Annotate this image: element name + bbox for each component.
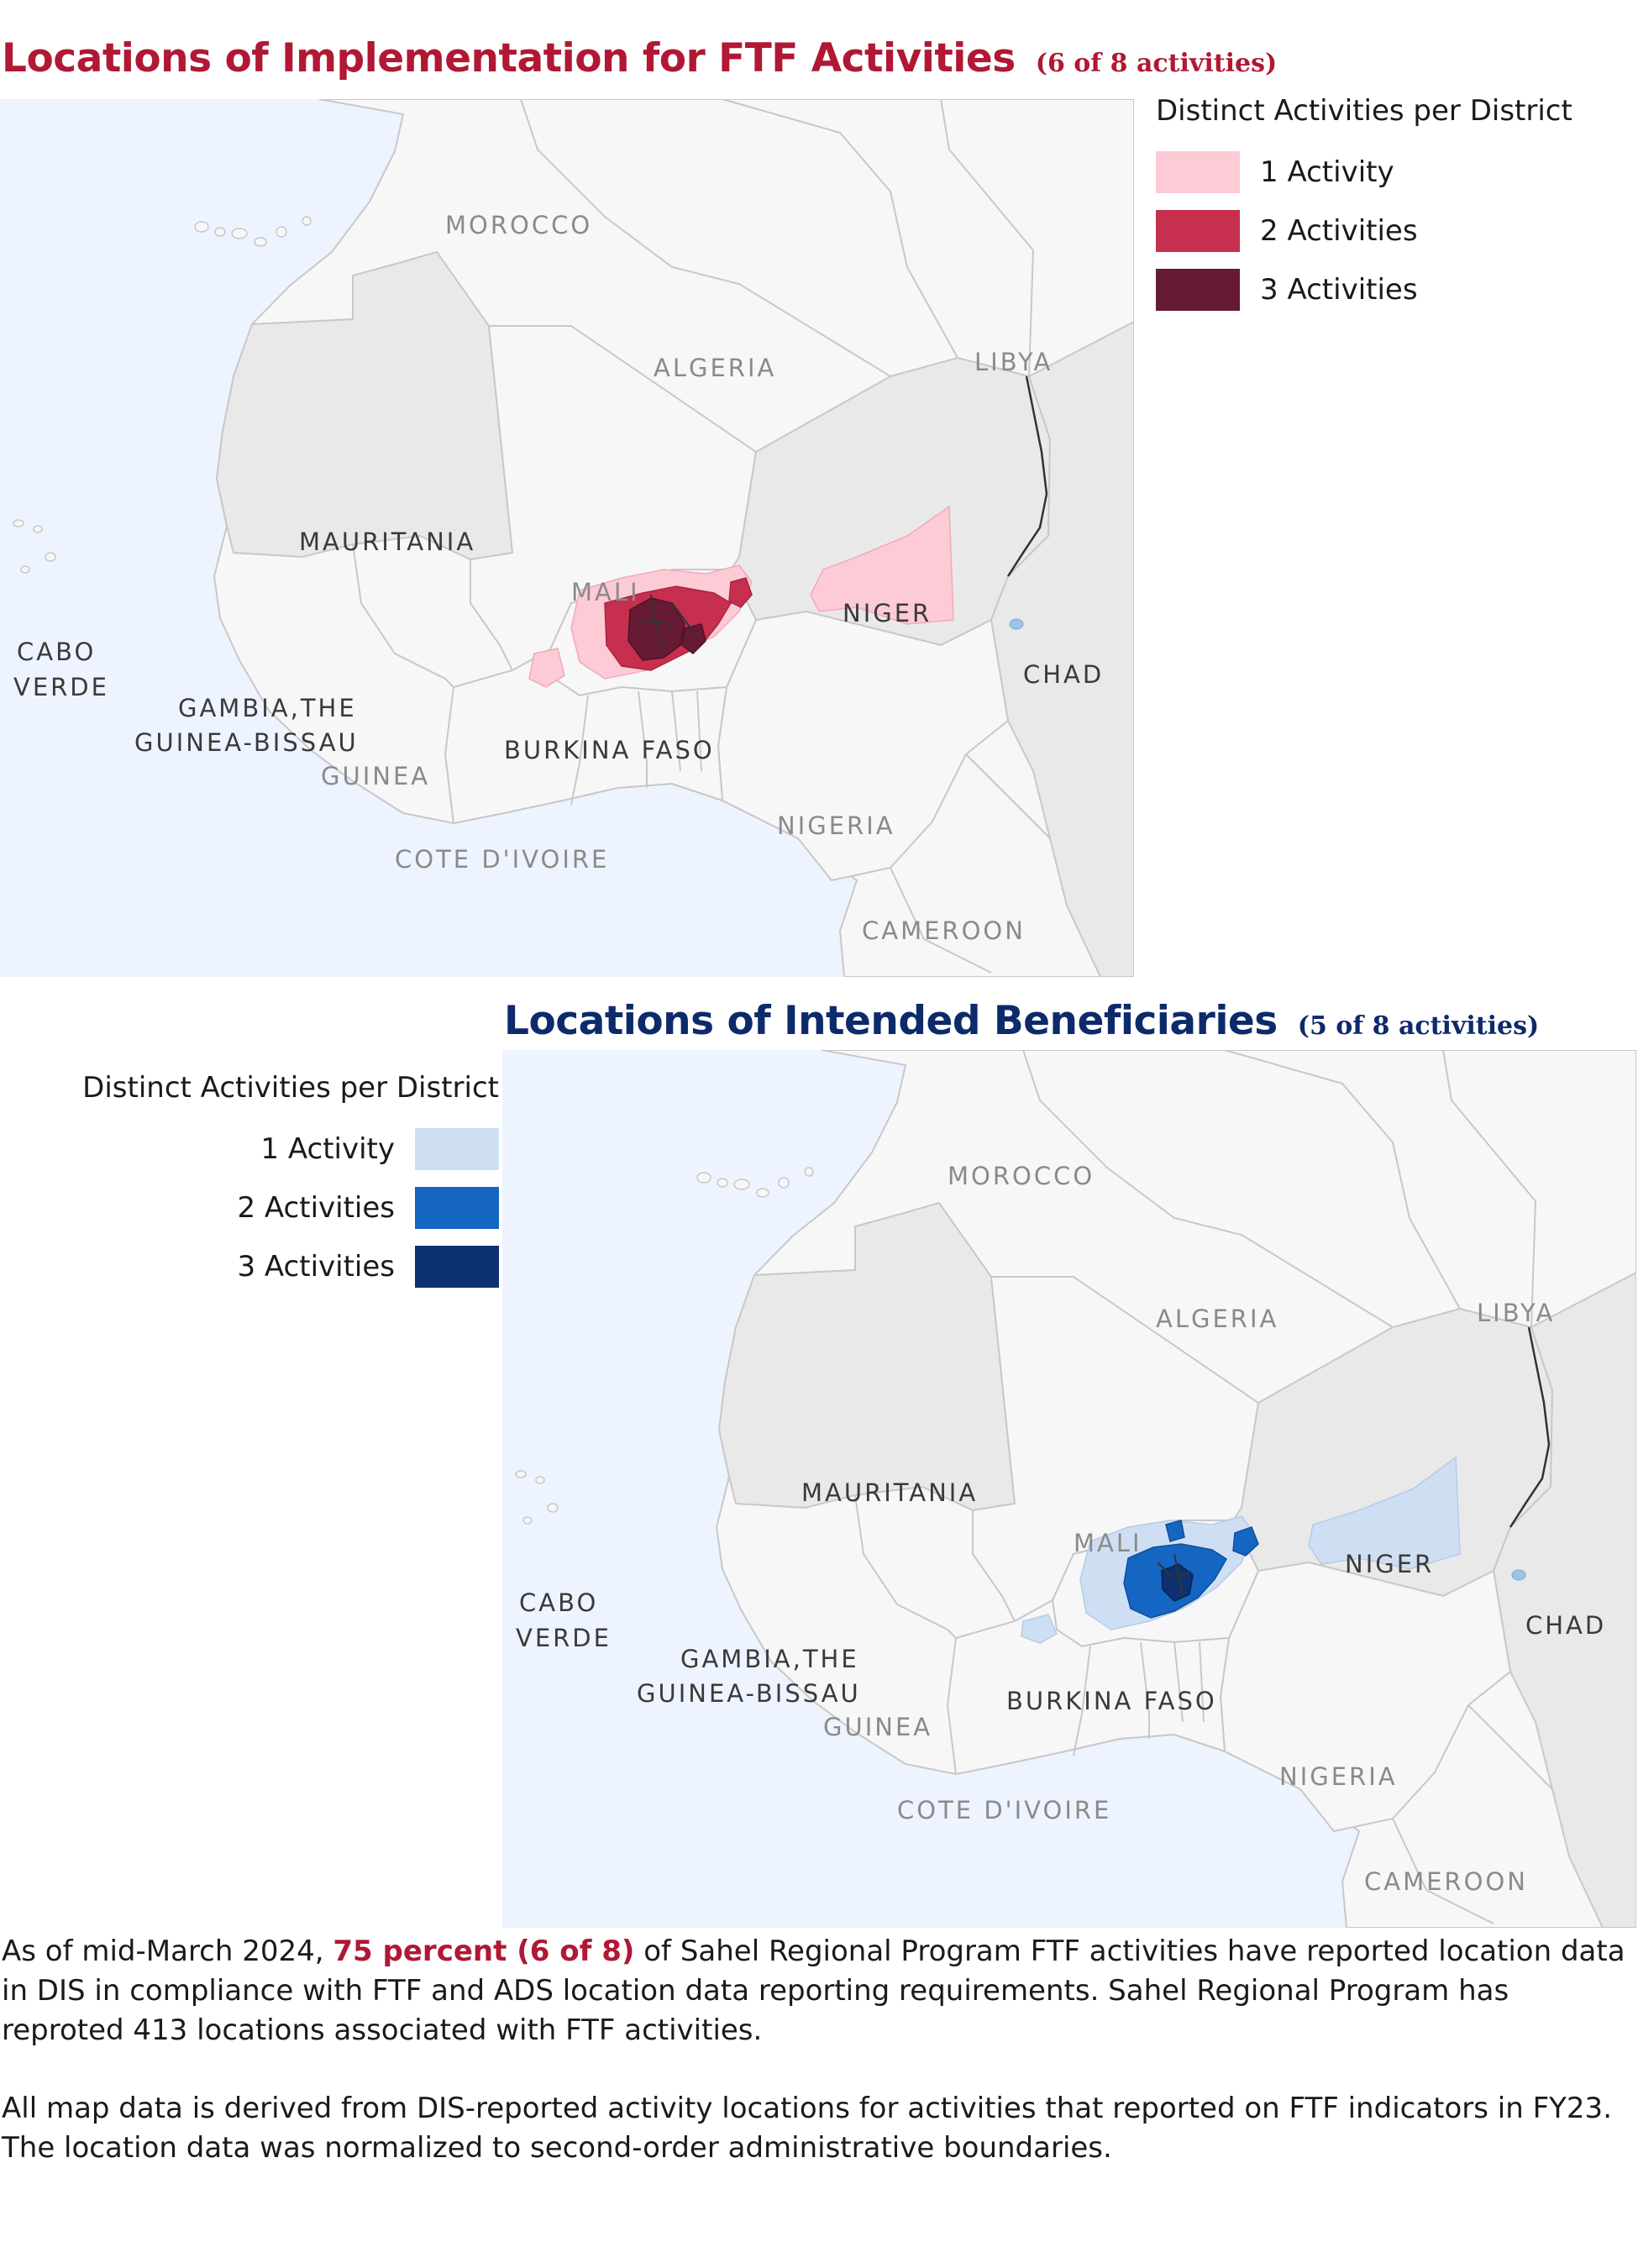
coastal-states-shape (946, 1599, 1231, 1776)
country-labels: MOROCCO ALGERIA LIBYA MAURITANIA MALI NI… (516, 1162, 1606, 1896)
label-burkina: BURKINA FASO (504, 736, 715, 764)
legend-label: 2 Activities (1260, 214, 1418, 248)
notes-paragraph-1: As of mid-March 2024, 75 percent (6 of 8… (2, 1932, 1635, 2050)
internal-borders (352, 99, 1051, 974)
map2-legend: Distinct Activities per District 1 Activ… (62, 1071, 499, 1306)
map1-legend: Distinct Activities per District 1 Activ… (1156, 94, 1626, 329)
legend-label: 1 Activity (260, 1132, 395, 1166)
legend-swatch (1156, 151, 1240, 193)
legend-label: 2 Activities (237, 1191, 395, 1225)
legend-label: 3 Activities (237, 1250, 395, 1284)
district-burkina-south-1-activity (1021, 1614, 1058, 1644)
notes: As of mid-March 2024, 75 percent (6 of 8… (2, 1932, 1635, 2207)
label-morocco: MOROCCO (445, 211, 592, 239)
label-gambia: GAMBIA,THE (680, 1645, 859, 1673)
district-burkina-3-activities-b (681, 623, 706, 654)
label-guinea-bissau: GUINEA-BISSAU (637, 1679, 861, 1708)
lake-chad (1511, 1569, 1526, 1581)
district-burkina-2-activities-b (728, 577, 753, 608)
notes-highlight: 75 percent (6 of 8) (333, 1935, 635, 1968)
notes-paragraph-2: All map data is derived from DIS-reporte… (2, 2091, 1612, 2165)
legend-swatch (415, 1128, 499, 1170)
label-cameroon: CAMEROON (862, 916, 1026, 945)
label-burkina: BURKINA FASO (1006, 1687, 1217, 1715)
notes-text: As of mid-March 2024, (2, 1935, 324, 1968)
label-libya: LIBYA (1477, 1299, 1555, 1327)
chad-shape (1492, 1271, 1636, 1928)
label-guinea-bissau: GUINEA-BISSAU (134, 728, 359, 757)
map2-title-text: Locations of Intended Beneficiaries (504, 998, 1278, 1044)
district-borders (638, 594, 698, 654)
label-cabo: CABO (17, 638, 96, 666)
district-burkina-2-activities-c (1165, 1520, 1185, 1542)
label-niger: NIGER (1345, 1550, 1434, 1578)
legend-swatch (415, 1187, 499, 1229)
niger-chad-border (1509, 1326, 1551, 1528)
district-borders (1157, 1553, 1192, 1597)
district-burkina-2-activities-b (1232, 1526, 1259, 1557)
district-burkina-3-activities (627, 597, 685, 661)
map1-legend-item: 3 Activities (1156, 269, 1418, 311)
label-mauritania: MAURITANIA (801, 1478, 978, 1507)
map2-legend-item: 1 Activity (260, 1128, 499, 1170)
country-labels: MOROCCO ALGERIA LIBYA MAURITANIA MALI NI… (13, 211, 1104, 945)
notes-text: of Sahel Regional Program FTF activities… (2, 1935, 1625, 2047)
label-gambia: GAMBIA,THE (178, 694, 357, 722)
internal-borders (854, 1050, 1553, 1924)
map1-legend-item: 2 Activities (1156, 210, 1418, 252)
choropleth-districts (1021, 1456, 1461, 1644)
mauritania-shape (717, 1201, 1016, 1512)
label-algeria: ALGERIA (1156, 1305, 1278, 1333)
label-chad: CHAD (1525, 1611, 1606, 1640)
label-niger: NIGER (843, 599, 932, 627)
label-cote: COTE D'IVOIRE (897, 1796, 1111, 1824)
label-cote: COTE D'IVOIRE (395, 845, 609, 874)
label-mali: MALI (1074, 1529, 1142, 1557)
label-mauritania: MAURITANIA (299, 528, 475, 556)
chad-shape (990, 320, 1134, 977)
map2-legend-item: 2 Activities (237, 1187, 499, 1229)
label-guinea: GUINEA (321, 762, 430, 790)
mauritania-shape (215, 250, 514, 561)
district-niger-1-activity (810, 505, 954, 625)
map2-legend-item: 3 Activities (237, 1246, 499, 1288)
map2-subtitle: (5 of 8 activities) (1297, 1011, 1540, 1041)
beneficiaries-map-svg: MOROCCO ALGERIA LIBYA MAURITANIA MALI NI… (515, 1050, 1636, 1928)
map1-title-text: Locations of Implementation for FTF Acti… (2, 35, 1016, 81)
label-morocco: MOROCCO (948, 1162, 1095, 1190)
legend-label: 3 Activities (1260, 273, 1418, 307)
lake-chad (1009, 618, 1024, 630)
label-cabo: CABO (519, 1588, 598, 1617)
map1-subtitle: (6 of 8 activities) (1035, 49, 1278, 78)
label-algeria: ALGERIA (654, 354, 776, 382)
map1-legend-item: 1 Activity (1156, 151, 1394, 193)
choropleth-districts (528, 505, 954, 688)
legend-swatch (1156, 210, 1240, 252)
map1-title: Locations of Implementation for FTF Acti… (2, 35, 1277, 81)
district-burkina-south-1-activity (528, 648, 565, 688)
map2-legend-title: Distinct Activities per District (82, 1071, 499, 1105)
label-nigeria: NIGERIA (777, 811, 895, 840)
niger-chad-border (1006, 375, 1048, 577)
map2-title: Locations of Intended Beneficiaries (5 of… (504, 998, 1539, 1044)
label-verde: VERDE (516, 1624, 612, 1652)
label-verde: VERDE (13, 673, 109, 701)
islands (515, 1167, 814, 1525)
label-mali: MALI (571, 578, 640, 606)
label-chad: CHAD (1023, 660, 1104, 689)
islands (13, 216, 312, 574)
map1-legend-title: Distinct Activities per District (1156, 94, 1572, 128)
label-cameroon: CAMEROON (1364, 1867, 1528, 1896)
beneficiaries-map: MOROCCO ALGERIA LIBYA MAURITANIA MALI NI… (502, 1050, 1636, 1928)
district-niger-1-activity (1308, 1456, 1461, 1570)
legend-label: 1 Activity (1260, 155, 1394, 189)
label-libya: LIBYA (974, 348, 1053, 376)
legend-swatch (415, 1246, 499, 1288)
label-guinea: GUINEA (823, 1713, 932, 1741)
label-nigeria: NIGERIA (1279, 1762, 1398, 1791)
implementation-map: MOROCCO ALGERIA LIBYA MAURITANIA MALI NI… (0, 99, 1134, 977)
implementation-map-svg: MOROCCO ALGERIA LIBYA MAURITANIA MALI NI… (13, 99, 1134, 977)
legend-swatch (1156, 269, 1240, 311)
